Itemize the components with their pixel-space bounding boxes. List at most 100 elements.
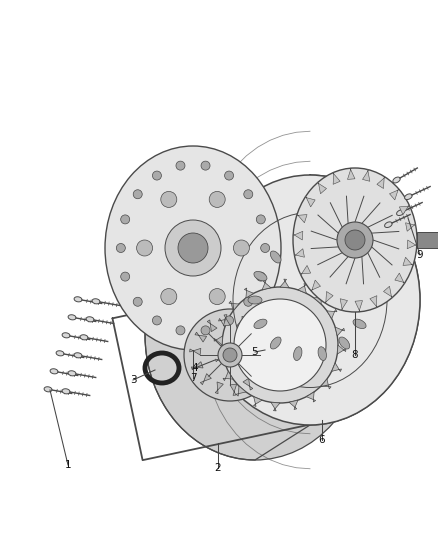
Polygon shape xyxy=(223,314,230,326)
Polygon shape xyxy=(195,332,207,342)
Text: 7: 7 xyxy=(190,373,196,383)
Polygon shape xyxy=(333,172,340,184)
Polygon shape xyxy=(325,292,333,303)
Polygon shape xyxy=(395,273,405,284)
Ellipse shape xyxy=(74,297,82,302)
Ellipse shape xyxy=(353,271,366,281)
Ellipse shape xyxy=(293,347,302,360)
Polygon shape xyxy=(271,402,280,411)
Circle shape xyxy=(337,222,373,258)
Circle shape xyxy=(161,288,177,304)
Polygon shape xyxy=(318,182,326,194)
Ellipse shape xyxy=(105,146,281,350)
Circle shape xyxy=(165,220,221,276)
Ellipse shape xyxy=(86,317,94,322)
Polygon shape xyxy=(337,345,346,354)
Polygon shape xyxy=(306,392,316,402)
Ellipse shape xyxy=(248,296,262,304)
Polygon shape xyxy=(254,397,262,407)
Circle shape xyxy=(121,215,130,224)
Polygon shape xyxy=(297,214,307,223)
Circle shape xyxy=(137,240,152,256)
Ellipse shape xyxy=(385,222,392,228)
Circle shape xyxy=(209,288,225,304)
Circle shape xyxy=(244,190,253,199)
Ellipse shape xyxy=(62,333,70,338)
Circle shape xyxy=(176,326,185,335)
Polygon shape xyxy=(340,298,347,311)
Polygon shape xyxy=(253,368,265,378)
Polygon shape xyxy=(384,286,392,298)
Polygon shape xyxy=(207,320,217,332)
Circle shape xyxy=(133,190,142,199)
Ellipse shape xyxy=(293,168,417,312)
Ellipse shape xyxy=(200,175,420,425)
Circle shape xyxy=(201,161,210,170)
Polygon shape xyxy=(257,340,268,349)
Circle shape xyxy=(133,297,142,306)
Ellipse shape xyxy=(92,299,100,304)
Polygon shape xyxy=(214,336,223,345)
Ellipse shape xyxy=(318,347,326,360)
Polygon shape xyxy=(191,362,203,370)
Ellipse shape xyxy=(293,239,302,253)
Polygon shape xyxy=(407,240,417,249)
Ellipse shape xyxy=(44,387,52,392)
Ellipse shape xyxy=(358,296,372,304)
Text: 4: 4 xyxy=(192,363,198,373)
Ellipse shape xyxy=(393,177,400,183)
Bar xyxy=(417,232,438,248)
Circle shape xyxy=(121,272,130,281)
Polygon shape xyxy=(327,309,337,319)
Ellipse shape xyxy=(339,337,350,349)
Circle shape xyxy=(161,191,177,207)
Ellipse shape xyxy=(80,335,88,340)
Ellipse shape xyxy=(405,194,412,199)
Ellipse shape xyxy=(56,351,64,356)
Polygon shape xyxy=(300,265,311,275)
Circle shape xyxy=(201,326,210,335)
Polygon shape xyxy=(229,301,239,311)
Circle shape xyxy=(256,272,265,281)
Ellipse shape xyxy=(68,371,76,376)
Polygon shape xyxy=(403,257,413,266)
Circle shape xyxy=(244,297,253,306)
Text: 3: 3 xyxy=(130,375,136,385)
Polygon shape xyxy=(215,382,223,394)
Polygon shape xyxy=(335,327,345,336)
Circle shape xyxy=(152,316,162,325)
Polygon shape xyxy=(223,372,233,381)
Text: 8: 8 xyxy=(352,350,358,360)
Polygon shape xyxy=(311,280,321,292)
Polygon shape xyxy=(347,168,355,180)
Ellipse shape xyxy=(270,251,281,263)
Ellipse shape xyxy=(270,337,281,349)
Polygon shape xyxy=(355,301,363,312)
Polygon shape xyxy=(280,279,289,288)
Polygon shape xyxy=(262,280,271,290)
Circle shape xyxy=(184,309,276,401)
Polygon shape xyxy=(332,363,342,372)
Polygon shape xyxy=(145,175,420,460)
Polygon shape xyxy=(377,176,385,189)
Ellipse shape xyxy=(68,315,76,320)
Ellipse shape xyxy=(254,271,267,281)
Ellipse shape xyxy=(396,210,404,215)
Ellipse shape xyxy=(254,319,267,328)
Polygon shape xyxy=(389,189,399,200)
Circle shape xyxy=(176,161,185,170)
Polygon shape xyxy=(314,294,324,304)
Circle shape xyxy=(233,240,249,256)
Text: 1: 1 xyxy=(65,460,71,470)
Text: 5: 5 xyxy=(252,347,258,357)
Polygon shape xyxy=(370,296,377,308)
Ellipse shape xyxy=(339,251,350,263)
Ellipse shape xyxy=(74,353,82,358)
Polygon shape xyxy=(406,223,416,231)
Polygon shape xyxy=(305,196,315,207)
Polygon shape xyxy=(237,316,245,328)
Polygon shape xyxy=(230,384,237,395)
Circle shape xyxy=(256,215,265,224)
Polygon shape xyxy=(249,325,260,336)
Circle shape xyxy=(117,244,125,253)
